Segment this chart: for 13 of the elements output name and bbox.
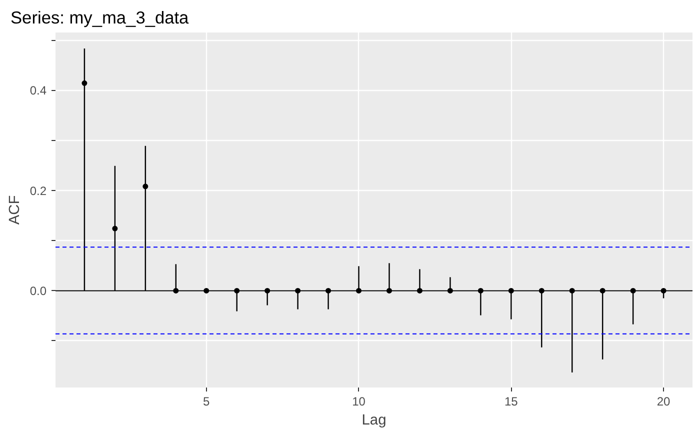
point (82, 80, 88, 86)
x-tick-label: 20 (656, 394, 671, 408)
y-axis-title: ACF (6, 195, 23, 225)
y-tick-label: 0.2 (30, 184, 47, 198)
chart-title: Series: my_ma_3_data (10, 8, 190, 28)
x-tick-label: 5 (203, 394, 210, 408)
y-tick-label: 0.4 (30, 84, 47, 98)
y-tick-label: 0.0 (30, 284, 47, 298)
x-axis-title: Lag (362, 412, 386, 428)
x-tick-label: 10 (352, 394, 366, 408)
x-tick-label: 15 (504, 394, 518, 408)
point (142, 184, 148, 190)
point (112, 226, 118, 232)
